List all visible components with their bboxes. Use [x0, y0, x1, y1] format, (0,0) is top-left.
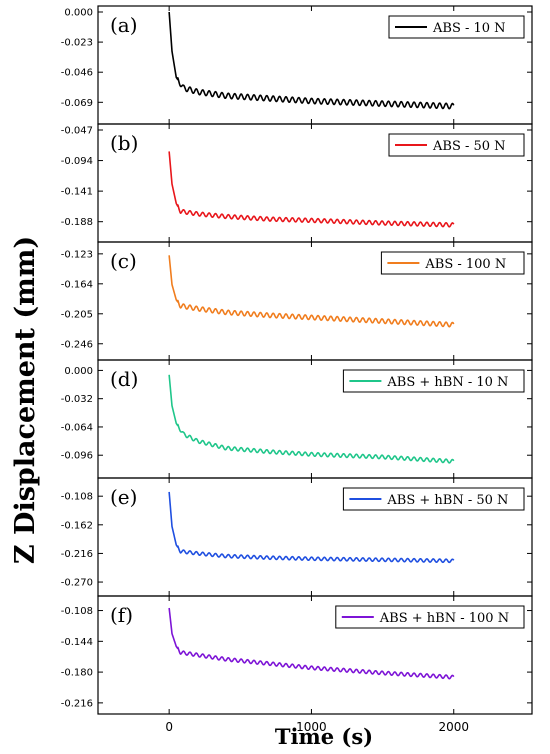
- series-line: [168, 151, 455, 228]
- x-tick-label: 0: [165, 720, 173, 734]
- legend-box: [380, 251, 525, 275]
- series-line: [168, 255, 455, 328]
- y-tick-label: -0.032: [61, 394, 93, 405]
- y-tick-label: -0.094: [61, 156, 93, 167]
- y-tick-label: -0.108: [61, 492, 93, 503]
- y-tick-label: -0.108: [61, 606, 93, 617]
- panel-label: (d): [110, 367, 138, 391]
- legend-box: [335, 605, 525, 629]
- y-tick-label: -0.069: [61, 98, 93, 109]
- y-tick-label: -0.123: [61, 249, 93, 260]
- y-tick-label: -0.164: [61, 279, 93, 290]
- series-line: [168, 491, 455, 564]
- y-tick-label: 0.000: [64, 366, 93, 377]
- panel-a: 0.000 -0.023 -0.046 -0.069 ABS - 10 N (a): [61, 5, 533, 125]
- panel-e: -0.108 -0.162 -0.216 -0.270 ABS + hBN - 50 N…: [61, 477, 533, 597]
- panel-label: (f): [110, 603, 133, 627]
- legend-box: [342, 369, 525, 393]
- y-tick-label: -0.246: [61, 339, 93, 350]
- legend-label: ABS + hBN - 10 N: [386, 375, 508, 390]
- panel-c: -0.123 -0.164 -0.205 -0.246 ABS - 100 N (c): [61, 241, 533, 361]
- legend-label: ABS - 50 N: [432, 139, 506, 154]
- y-tick-label: -0.188: [61, 217, 93, 228]
- y-axis-title: Z Displacement (mm): [10, 236, 41, 564]
- y-tick-label: -0.064: [61, 422, 93, 433]
- x-axis-title: Time (s): [275, 724, 373, 749]
- panel-label: (c): [110, 249, 137, 273]
- y-tick-label: -0.144: [61, 637, 93, 648]
- y-tick-label: -0.162: [61, 520, 93, 531]
- legend-label: ABS + hBN - 100 N: [379, 611, 509, 626]
- legend-box: [388, 133, 525, 157]
- y-tick-label: -0.023: [61, 38, 93, 49]
- panel-label: (b): [110, 131, 138, 155]
- y-tick-label: -0.180: [61, 668, 93, 679]
- y-tick-label: -0.216: [61, 698, 93, 709]
- y-tick-label: -0.205: [61, 309, 93, 320]
- legend-box: [388, 15, 525, 39]
- y-tick-label: -0.046: [61, 68, 93, 79]
- legend-box: [342, 487, 525, 511]
- legend-label: ABS - 10 N: [432, 21, 506, 36]
- series-line: [168, 374, 455, 464]
- series-line: [168, 607, 455, 680]
- y-tick-label: -0.047: [61, 126, 93, 137]
- panel-label: (a): [110, 13, 138, 37]
- x-tick-label: 2000: [438, 720, 469, 734]
- panel-frame: [97, 595, 533, 715]
- x-tick-label: 1000: [296, 720, 327, 734]
- panels-group: 0.000 -0.023 -0.046 -0.069 ABS - 10 N (a) -0.0…: [61, 5, 533, 734]
- y-tick-label: 0.000: [64, 8, 93, 19]
- panel-label: (e): [110, 485, 137, 509]
- legend-label: ABS + hBN - 50 N: [386, 493, 508, 508]
- panel-b: -0.047 -0.094 -0.141 -0.188 ABS - 50 N (b): [61, 123, 533, 243]
- series-line: [168, 11, 455, 110]
- y-tick-label: -0.216: [61, 549, 93, 560]
- legend-label: ABS - 100 N: [424, 257, 506, 272]
- y-tick-label: -0.270: [61, 578, 93, 589]
- y-tick-label: -0.096: [61, 451, 93, 462]
- panel-f: -0.108 -0.144 -0.180 -0.216 ABS + hBN - 100 …: [61, 595, 533, 715]
- y-tick-label: -0.141: [61, 187, 93, 198]
- panel-d: 0.000 -0.032 -0.064 -0.096 ABS + hBN - 10 N (…: [61, 359, 533, 479]
